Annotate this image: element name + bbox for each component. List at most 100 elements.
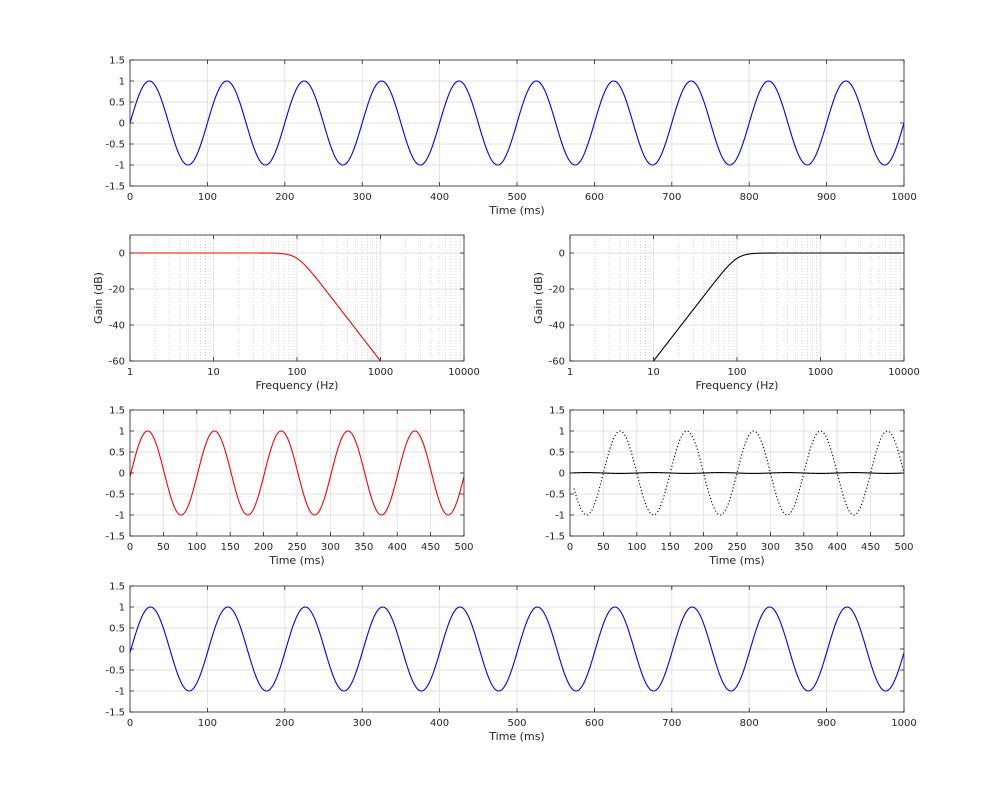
x-tick-label: 1000 [891, 718, 916, 729]
x-axis-label: Frequency (Hz) [696, 379, 779, 392]
x-tick-label: 150 [661, 542, 680, 553]
chart-highpass-output: 0 50 100 150 200 250 300 350 400 450 500 -1.5 -1 -0.5… [545, 406, 913, 568]
x-tick-label: 400 [430, 718, 449, 729]
x-tick-label: 100 [627, 542, 646, 553]
x-tick-label: 500 [454, 542, 473, 553]
series-line-1 [130, 606, 904, 692]
x-tick-label: 300 [353, 192, 372, 203]
y-tick-label: 1.5 [109, 56, 125, 67]
x-tick-label: 500 [507, 192, 526, 203]
y-tick-label: -1.5 [105, 182, 125, 193]
y-tick-label: 1 [119, 427, 125, 438]
y-tick-label: 0 [119, 645, 125, 656]
x-tick-label: 0 [567, 542, 573, 553]
y-tick-label: -20 [549, 285, 565, 296]
x-tick-label: 800 [740, 192, 759, 203]
x-tick-label: 400 [828, 542, 847, 553]
x-tick-label: 1000 [808, 367, 833, 378]
x-tick-label: 50 [157, 542, 170, 553]
series-line-1 [130, 430, 464, 516]
x-tick-label: 250 [727, 542, 746, 553]
series-line-1 [652, 252, 904, 361]
y-axis-label: Gain (dB) [92, 272, 105, 324]
x-tick-label: 10 [647, 367, 660, 378]
chart-input-signal: 0 100 200 300 400 500 600 700 800 900 1000 -1.5 -1 -0… [105, 56, 916, 218]
x-tick-label: 200 [275, 192, 294, 203]
y-tick-label: 1 [119, 77, 125, 88]
chart-highpass-response: 1 10 100 1000 10000 -60 -40 -20 0 Frequency (Hz) G… [532, 234, 920, 392]
x-tick-label: 400 [430, 192, 449, 203]
y-tick-label: 0 [119, 119, 125, 130]
y-tick-label: 0 [119, 249, 125, 260]
x-tick-label: 100 [187, 542, 206, 553]
y-tick-label: 1.5 [549, 406, 565, 417]
x-tick-label: 100 [198, 192, 217, 203]
x-tick-label: 800 [740, 718, 759, 729]
x-axis-label: Time (ms) [488, 730, 544, 743]
x-tick-label: 1 [567, 367, 573, 378]
x-tick-label: 300 [321, 542, 340, 553]
series-line-1 [130, 80, 904, 166]
x-axis-label: Time (ms) [488, 204, 544, 217]
y-tick-label: 0 [559, 249, 565, 260]
x-tick-label: 450 [861, 542, 880, 553]
y-tick-label: -1 [115, 511, 125, 522]
x-tick-label: 1 [127, 367, 133, 378]
x-tick-label: 200 [694, 542, 713, 553]
chart-lowpass-output: 0 50 100 150 200 250 300 350 400 450 500 -1.5 -1 -0.5… [105, 406, 473, 568]
x-tick-label: 400 [388, 542, 407, 553]
x-tick-label: 10000 [448, 367, 480, 378]
x-tick-label: 1000 [368, 367, 393, 378]
x-tick-label: 900 [817, 192, 836, 203]
y-tick-label: 1 [559, 427, 565, 438]
y-tick-label: 0.5 [109, 98, 125, 109]
x-tick-label: 600 [585, 192, 604, 203]
y-axis-label: Gain (dB) [532, 272, 545, 324]
x-tick-label: 300 [761, 542, 780, 553]
x-tick-label: 100 [198, 718, 217, 729]
x-axis-label: Time (ms) [708, 554, 764, 567]
y-tick-label: 0.5 [549, 448, 565, 459]
y-tick-label: -0.5 [105, 666, 125, 677]
x-tick-label: 100 [287, 367, 306, 378]
y-tick-label: -0.5 [545, 490, 565, 501]
y-tick-label: 0 [119, 469, 125, 480]
y-tick-label: -40 [549, 321, 565, 332]
x-tick-label: 700 [662, 192, 681, 203]
x-tick-label: 10 [207, 367, 220, 378]
y-tick-label: 0.5 [109, 448, 125, 459]
series-line-2 [573, 430, 904, 516]
y-tick-label: -1 [115, 161, 125, 172]
y-tick-label: 0.5 [109, 624, 125, 635]
x-tick-label: 0 [127, 542, 133, 553]
x-tick-label: 450 [421, 542, 440, 553]
y-tick-label: -60 [549, 357, 565, 368]
x-tick-label: 100 [727, 367, 746, 378]
y-tick-label: -20 [109, 285, 125, 296]
x-tick-label: 0 [127, 718, 133, 729]
x-tick-label: 50 [597, 542, 610, 553]
y-tick-label: -60 [109, 357, 125, 368]
x-tick-label: 0 [127, 192, 133, 203]
x-tick-label: 350 [354, 542, 373, 553]
y-tick-label: 0 [559, 469, 565, 480]
x-tick-label: 500 [894, 542, 913, 553]
y-tick-label: -40 [109, 321, 125, 332]
chart-lowpass-response: 1 10 100 1000 10000 -60 -40 -20 0 Frequency (Hz) G… [92, 234, 480, 392]
y-tick-label: -1.5 [105, 532, 125, 543]
x-tick-label: 700 [662, 718, 681, 729]
y-tick-label: -1.5 [105, 708, 125, 719]
y-tick-label: 1.5 [109, 582, 125, 593]
x-tick-label: 10000 [888, 367, 920, 378]
y-tick-label: -1.5 [545, 532, 565, 543]
x-tick-label: 500 [507, 718, 526, 729]
y-tick-label: -0.5 [105, 490, 125, 501]
series-line-1 [570, 472, 904, 474]
x-axis-label: Time (ms) [268, 554, 324, 567]
y-tick-label: -1 [115, 687, 125, 698]
x-tick-label: 600 [585, 718, 604, 729]
x-tick-label: 250 [287, 542, 306, 553]
series-line-1 [130, 252, 382, 361]
x-tick-label: 200 [275, 718, 294, 729]
